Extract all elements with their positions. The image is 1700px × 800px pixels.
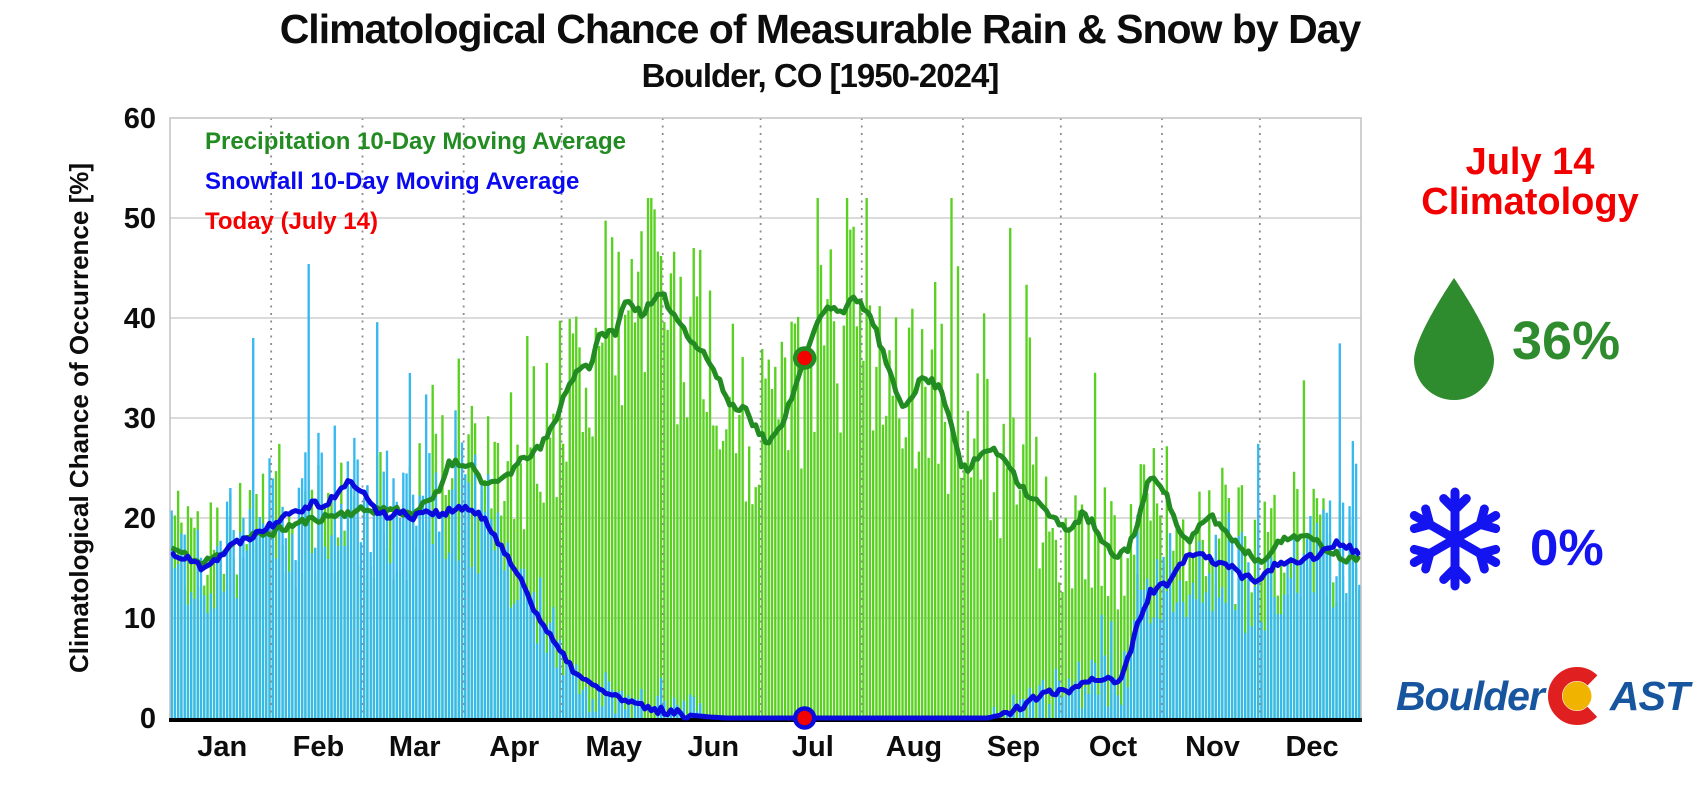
page-subtitle: Boulder, CO [1950-2024] [641, 57, 1000, 94]
y-tick-label: 40 [124, 303, 156, 335]
x-tick-label-month: Aug [886, 731, 942, 763]
panel-heading-date: July 14 [1465, 141, 1595, 183]
panel-heading: July 14 Climatology [1370, 142, 1690, 222]
x-tick-label-month: Dec [1285, 731, 1338, 763]
x-tick-label-month: Apr [489, 731, 539, 763]
y-tick-label: 20 [124, 503, 156, 535]
x-tick-label-month: Oct [1089, 731, 1138, 763]
bouldercast-logo: Boulder AST [1396, 660, 1690, 732]
snowflake-icon [1409, 487, 1501, 591]
logo-text-boulder: Boulder [1396, 672, 1545, 719]
rain-droplet-icon [1414, 278, 1494, 400]
snow-climo-value: 0% [1530, 519, 1604, 576]
legend-today: Today (July 14) [205, 208, 378, 235]
x-tick-label-month: Jun [688, 731, 740, 763]
logo-text-cast: AST [1609, 672, 1690, 719]
x-tick-label-month: Feb [293, 731, 345, 763]
y-axis-label: Climatological Chance of Occurrence [%] [64, 163, 94, 673]
colorado-c-icon [1547, 667, 1606, 725]
y-tick-label: 0 [140, 703, 156, 735]
x-tick-label-month: Nov [1185, 731, 1240, 763]
x-tick-label-month: May [586, 731, 642, 763]
y-tick-label: 60 [124, 103, 156, 135]
precip-climo-value: 36% [1512, 311, 1621, 371]
x-tick-label-month: Jan [197, 731, 247, 763]
page-title: Climatological Chance of Measurable Rain… [279, 6, 1362, 52]
panel-heading-word: Climatology [1421, 181, 1639, 223]
y-tick-label: 10 [124, 603, 156, 635]
y-tick-label: 30 [124, 403, 156, 435]
x-tick-label-month: Mar [389, 731, 441, 763]
x-tick-label-month: Jul [792, 731, 834, 763]
y-tick-label: 50 [124, 203, 156, 235]
snowflake-arms [1409, 487, 1501, 591]
legend-precip-moving-average: Precipitation 10-Day Moving Average [205, 128, 627, 155]
chart-legend: Precipitation 10-Day Moving Average Snow… [205, 122, 626, 242]
x-tick-label-month: Sep [987, 731, 1040, 763]
legend-snow-moving-average: Snowfall 10-Day Moving Average [205, 168, 580, 195]
